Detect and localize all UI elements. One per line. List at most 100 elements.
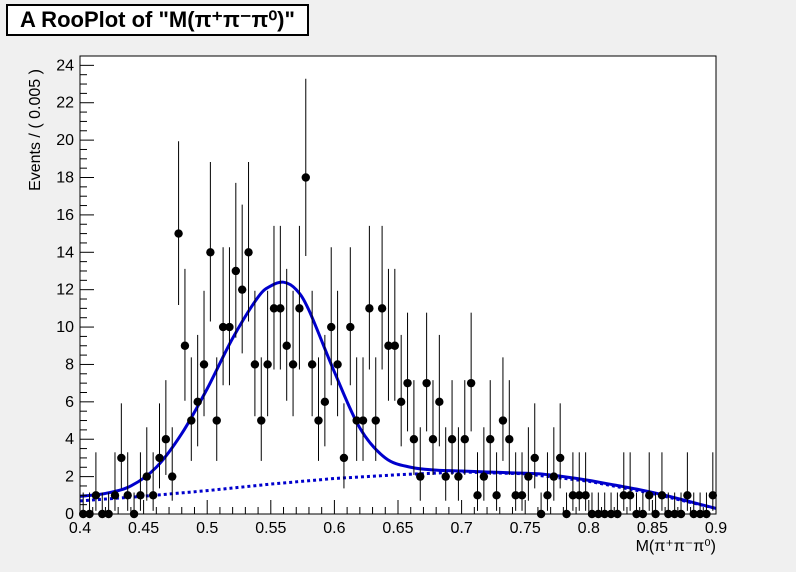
data-marker: [403, 378, 412, 388]
y-tick-label: 16: [56, 207, 74, 224]
data-point: [314, 357, 323, 461]
data-point: [295, 225, 304, 370]
x-tick-label: 0.8: [578, 520, 600, 537]
data-point: [346, 247, 355, 386]
data-marker: [511, 491, 520, 500]
data-marker: [645, 491, 654, 500]
data-point: [168, 427, 177, 501]
data-point: [441, 427, 450, 501]
data-point: [193, 334, 202, 447]
data-point: [269, 225, 279, 370]
data-point: [625, 452, 635, 511]
data-marker: [142, 472, 151, 481]
data-marker: [377, 304, 387, 313]
data-marker: [619, 491, 628, 500]
data-point: [358, 357, 368, 461]
data-point: [180, 268, 190, 401]
data-marker: [352, 416, 361, 425]
x-tick-label: 0.4: [69, 520, 91, 537]
data-point: [263, 290, 272, 417]
data-point: [333, 290, 342, 417]
data-point: [231, 182, 241, 338]
data-marker: [409, 435, 419, 444]
data-point: [307, 290, 317, 417]
data-marker: [212, 416, 221, 425]
data-point: [187, 357, 196, 461]
data-point: [327, 247, 336, 386]
data-marker: [155, 453, 164, 463]
y-tick-label: 6: [65, 394, 74, 411]
data-marker: [237, 285, 247, 294]
data-marker: [269, 304, 279, 313]
data-points-layer: [78, 78, 718, 519]
data-point: [117, 403, 126, 489]
data-point: [91, 452, 101, 511]
x-tick-label: 0.9: [705, 520, 727, 537]
data-marker: [110, 491, 120, 500]
data-point: [136, 452, 145, 511]
data-point: [524, 427, 533, 501]
data-marker: [339, 453, 349, 463]
data-marker: [358, 416, 368, 425]
data-point: [301, 78, 310, 257]
data-marker: [180, 341, 190, 350]
data-marker: [435, 397, 444, 407]
y-tick-label: 2: [65, 469, 74, 486]
data-marker: [231, 266, 241, 276]
data-marker: [708, 491, 718, 500]
data-marker: [250, 360, 260, 369]
data-point: [619, 452, 628, 511]
plot-title: A RooPlot of "M(π⁺π⁻π⁰)": [6, 4, 309, 36]
y-tick-label: 14: [56, 244, 74, 261]
y-tick-label: 22: [56, 95, 74, 112]
data-point: [466, 312, 476, 432]
data-point: [708, 452, 718, 511]
data-point: [581, 452, 590, 511]
data-marker: [295, 304, 304, 313]
data-point: [549, 427, 559, 501]
data-marker: [301, 173, 310, 182]
data-marker: [543, 491, 552, 500]
data-point: [371, 357, 380, 461]
data-point: [352, 357, 361, 461]
data-point: [479, 427, 489, 501]
data-point: [517, 452, 527, 511]
x-tick-label: 0.5: [196, 520, 218, 537]
plot-area: [79, 55, 717, 515]
data-point: [377, 225, 387, 370]
data-marker: [466, 378, 476, 388]
data-marker: [225, 322, 234, 332]
data-point: [645, 452, 654, 511]
data-point: [511, 452, 520, 511]
data-marker: [136, 491, 145, 500]
data-marker: [441, 472, 450, 481]
data-marker: [575, 491, 584, 500]
data-marker: [333, 360, 342, 369]
background-curve-layer: [79, 470, 717, 510]
data-marker: [276, 304, 285, 313]
data-point: [148, 452, 158, 511]
data-point: [174, 141, 183, 306]
data-marker: [447, 435, 457, 444]
data-point: [416, 427, 425, 501]
data-point: [199, 290, 209, 417]
data-point: [155, 403, 164, 489]
data-marker: [454, 472, 463, 481]
fit-curve-layer: [79, 280, 717, 510]
data-point: [403, 312, 412, 432]
x-tick-label: 0.85: [637, 520, 668, 537]
data-point: [505, 380, 514, 475]
data-marker: [117, 453, 126, 463]
data-point: [498, 357, 508, 461]
data-point: [435, 334, 444, 447]
data-point: [123, 452, 132, 511]
data-point: [161, 380, 171, 475]
data-marker: [174, 229, 183, 238]
data-marker: [486, 435, 495, 444]
data-marker: [530, 453, 539, 463]
data-point: [225, 247, 234, 386]
data-marker: [123, 491, 132, 500]
data-point: [530, 403, 539, 489]
data-marker: [683, 491, 692, 500]
data-marker: [148, 491, 158, 500]
